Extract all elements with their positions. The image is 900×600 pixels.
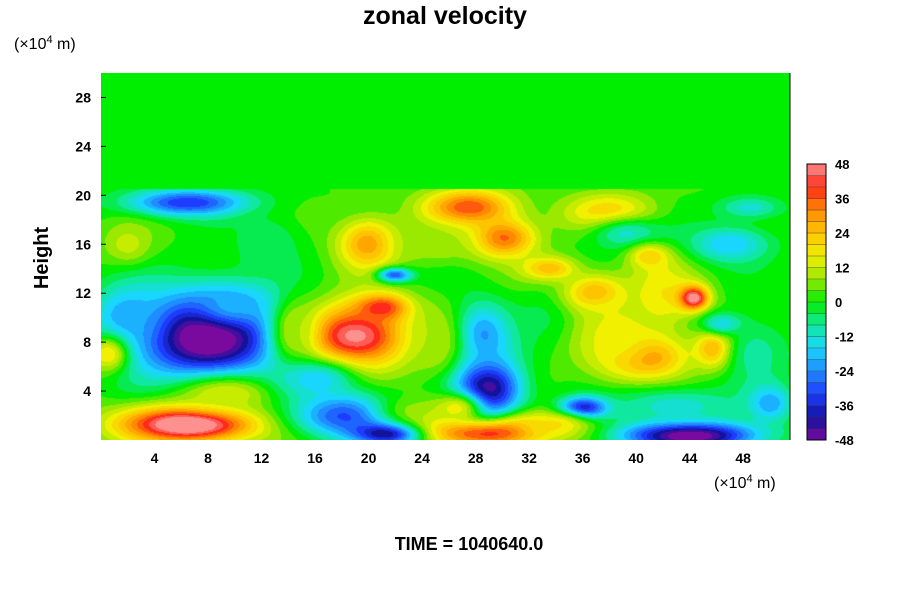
colorbar-tick-label: 0 [835, 295, 842, 310]
colorbar-band [807, 336, 826, 349]
colorbar-band [807, 175, 826, 188]
colorbar-band [807, 244, 826, 257]
colorbar-tick-label: 12 [835, 261, 849, 276]
y-tick-label: 12 [75, 285, 91, 301]
colorbar-frame [806, 163, 827, 441]
x-tick-label: 36 [575, 450, 591, 466]
colorbar-band [807, 198, 826, 211]
colorbar-tick-label: 36 [835, 192, 849, 207]
colorbar-tick-label: -24 [835, 364, 855, 379]
y-tick-label: 8 [83, 334, 91, 350]
colorbar-tick-label: 48 [835, 157, 849, 172]
colorbar-band [807, 371, 826, 383]
x-tick-label: 32 [521, 450, 537, 466]
x-axis-unit: (×104 m) [714, 473, 776, 492]
colorbar-band [807, 267, 826, 280]
colorbar-tick-label: -12 [835, 330, 854, 345]
colorbar-tick-label: -36 [835, 399, 854, 414]
colorbar-band [807, 359, 826, 372]
x-tick-label: 12 [254, 450, 270, 466]
x-tick-label: 4 [151, 450, 159, 466]
colorbar-band [807, 187, 826, 199]
x-tick-label: 48 [735, 450, 751, 466]
colorbar-tick-label: 24 [835, 226, 850, 241]
colorbar-band [807, 313, 826, 326]
colorbar-band [807, 221, 826, 234]
colorbar-band [807, 417, 826, 429]
colorbar-band [807, 405, 826, 418]
colorbar-band [807, 348, 826, 360]
time-label: TIME = 1040640.0 [395, 534, 544, 554]
x-tick-label: 44 [682, 450, 698, 466]
y-axis-unit: (×104 m) [14, 34, 76, 53]
colorbar-band [807, 394, 826, 406]
x-axis-ticks: 4 8 12 16 20 24 28 32 36 40 44 48 [151, 450, 752, 466]
chart-title: zonal velocity [363, 2, 527, 30]
colorbar-band [807, 279, 826, 291]
y-tick-label: 28 [75, 89, 91, 105]
x-tick-label: 40 [628, 450, 644, 466]
x-tick-label: 28 [468, 450, 484, 466]
y-tick-label: 20 [75, 187, 91, 203]
colorbar-tick-label: -48 [835, 433, 854, 448]
colorbar-band [807, 325, 826, 337]
colorbar-band [807, 233, 826, 245]
colorbar-band [807, 290, 826, 303]
colorbar-ticks: 48 36 24 12 0 -12 -24 -36 -48 [835, 157, 855, 448]
y-axis-ticks: 4 8 12 16 20 24 28 [75, 89, 106, 399]
y-axis-label: Height [31, 227, 53, 290]
y-tick-label: 24 [75, 138, 91, 154]
colorbar-band [807, 210, 826, 222]
heatmap-plot-area [101, 73, 790, 440]
colorbar-band [807, 256, 826, 268]
colorbar-band [807, 164, 826, 176]
x-tick-label: 20 [361, 450, 377, 466]
colorbar-band [807, 382, 826, 395]
y-tick-label: 4 [83, 383, 91, 399]
x-tick-label: 8 [204, 450, 212, 466]
x-tick-label: 16 [307, 450, 323, 466]
velocity-field [101, 73, 790, 440]
colorbar [806, 163, 827, 441]
y-tick-label: 16 [75, 236, 91, 252]
colorbar-band [807, 428, 826, 441]
x-tick-label: 24 [414, 450, 430, 466]
colorbar-band [807, 302, 826, 314]
